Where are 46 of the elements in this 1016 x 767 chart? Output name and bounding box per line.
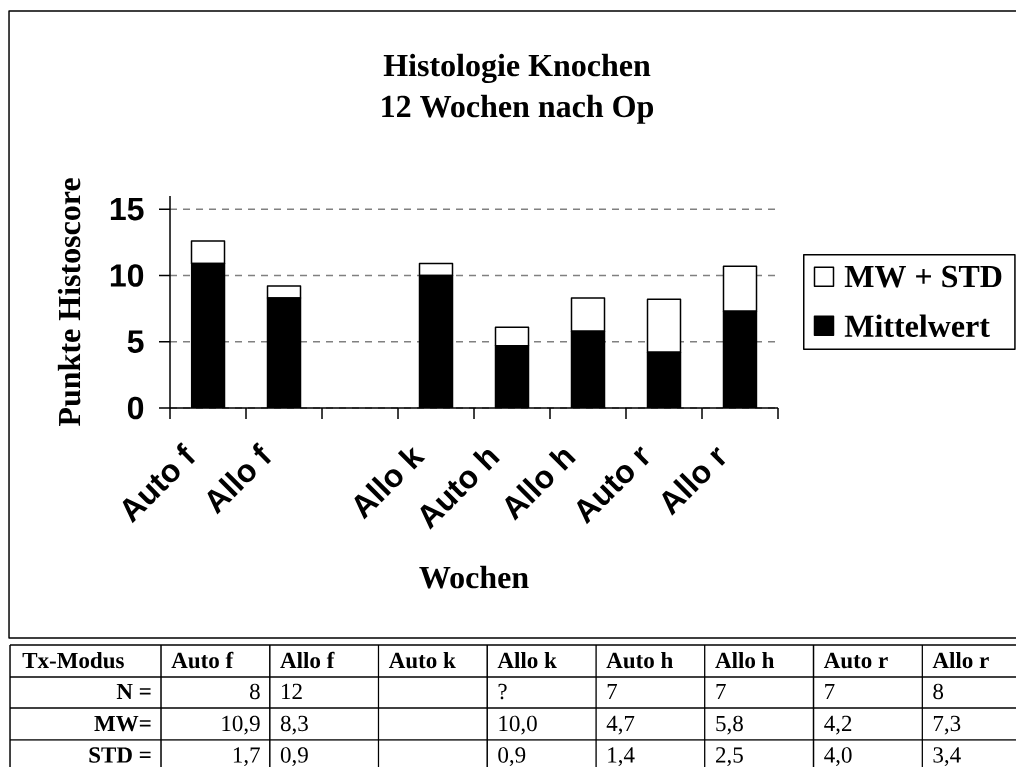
category-label: Allo f xyxy=(280,651,335,669)
text: Auto k xyxy=(388,652,456,669)
x-tick-label: Allo h xyxy=(505,449,576,521)
text: ? xyxy=(498,683,507,700)
category-label: Allo k xyxy=(497,652,557,669)
text: 4,7 xyxy=(606,715,635,735)
text: 12 xyxy=(282,683,302,699)
category-label: Auto r xyxy=(823,652,888,669)
text: 7 xyxy=(716,683,726,699)
chart-title: Histologie Knochen xyxy=(383,53,651,84)
text: 5,8 xyxy=(716,715,743,735)
text: 7 xyxy=(825,683,835,699)
text: 10,0 xyxy=(499,715,537,735)
text: 7 xyxy=(607,683,618,699)
text: MW= xyxy=(94,715,151,732)
y-axis-title: Punkte Histoscore xyxy=(57,178,81,427)
text: 4,0 xyxy=(824,747,852,767)
text: 4,2 xyxy=(824,715,852,735)
y-tick-label: 15 xyxy=(110,198,144,221)
text: 8,3 xyxy=(280,715,308,735)
text: 7,3 xyxy=(933,715,961,735)
category-label: Auto f xyxy=(171,651,234,669)
y-tick-label: 0 xyxy=(127,396,144,420)
legend-label: Mittelwert xyxy=(844,314,990,337)
text: 8 xyxy=(249,683,260,700)
text: 1,7 xyxy=(233,747,260,767)
category-label: Auto h xyxy=(606,652,673,669)
y-tick-label: 5 xyxy=(127,330,144,353)
text: 0,9 xyxy=(280,747,308,767)
text: 0,9 xyxy=(498,747,526,767)
legend-label: MW + STD xyxy=(844,265,1002,288)
text: 1,4 xyxy=(608,747,635,767)
text: 10,9 xyxy=(222,715,260,735)
text: Tx-Modus xyxy=(22,652,124,669)
text: 8 xyxy=(933,683,944,700)
text: STD = xyxy=(89,747,151,763)
x-tick-label: Allo r xyxy=(662,446,726,516)
category-label: Allo h xyxy=(715,652,775,669)
x-axis-title: Wochen xyxy=(419,565,529,589)
text: 3,4 xyxy=(933,747,961,767)
text: N = xyxy=(116,683,151,699)
y-tick-label: 10 xyxy=(110,264,144,287)
category-label: Allo r xyxy=(932,652,989,669)
chart-subtitle: 12 Wochen nach Op xyxy=(382,94,654,124)
text: 2,5 xyxy=(716,747,743,767)
x-tick-label: Allo f xyxy=(207,442,272,515)
